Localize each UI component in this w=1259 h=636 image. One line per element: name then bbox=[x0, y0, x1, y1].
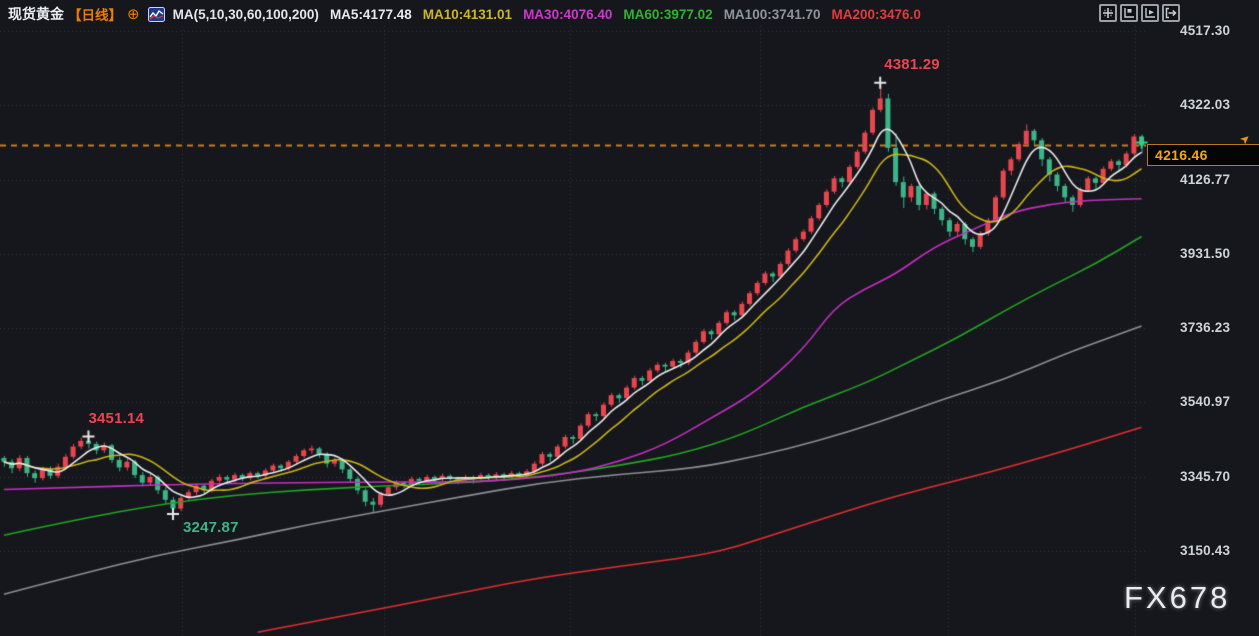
price-annotation: 4381.29 bbox=[884, 55, 940, 73]
ma5-value: MA5:4177.48 bbox=[329, 6, 412, 22]
ma-params-label: MA(5,10,30,60,100,200) bbox=[172, 6, 319, 22]
y-axis-label: 4126.77 bbox=[1180, 171, 1231, 187]
exit-chart-button[interactable] bbox=[1162, 4, 1180, 22]
y-axis-label: 3736.23 bbox=[1180, 320, 1231, 336]
y-axis-label: 4517.30 bbox=[1180, 23, 1231, 38]
price-annotation: 3247.87 bbox=[183, 518, 239, 536]
y-axis-label: 3150.43 bbox=[1180, 543, 1231, 558]
ma60-value: MA60:3977.02 bbox=[623, 6, 713, 22]
ma-legend: MA(5,10,30,60,100,200) MA5:4177.48 MA10:… bbox=[173, 7, 921, 22]
move-tool-button[interactable] bbox=[1099, 4, 1117, 22]
watermark-logo: FX678 bbox=[1124, 580, 1231, 615]
ma10-value: MA10:4131.01 bbox=[422, 6, 513, 22]
y-axis-label: 4322.03 bbox=[1180, 97, 1231, 113]
chart-toolbar bbox=[1099, 4, 1180, 22]
y-axis-label: 3540.97 bbox=[1180, 394, 1231, 410]
price-annotation: 3451.14 bbox=[88, 409, 145, 427]
ma100-value: MA100:3741.70 bbox=[723, 6, 821, 22]
y-axis-label: 3931.50 bbox=[1180, 245, 1231, 261]
symbol-title: 现货黄金 bbox=[8, 6, 64, 22]
axis-scale-left-button[interactable] bbox=[1120, 4, 1138, 22]
chart-header: 现货黄金 【日线】 ⊕ MA(5,10,30,60,100,200) MA5:4… bbox=[8, 3, 921, 25]
add-indicator-icon[interactable]: ⊕ bbox=[127, 5, 140, 23]
y-axis-label: 3345.70 bbox=[1180, 468, 1231, 484]
timeframe-label: 【日线】 bbox=[68, 8, 122, 23]
ma30-value: MA30:4076.40 bbox=[523, 6, 613, 22]
axis-scale-right-button[interactable] bbox=[1141, 4, 1159, 22]
chart-type-icon[interactable] bbox=[147, 6, 165, 22]
current-price-badge: 4216.46 bbox=[1147, 144, 1259, 167]
ma200-value: MA200:3476.0 bbox=[831, 6, 921, 22]
